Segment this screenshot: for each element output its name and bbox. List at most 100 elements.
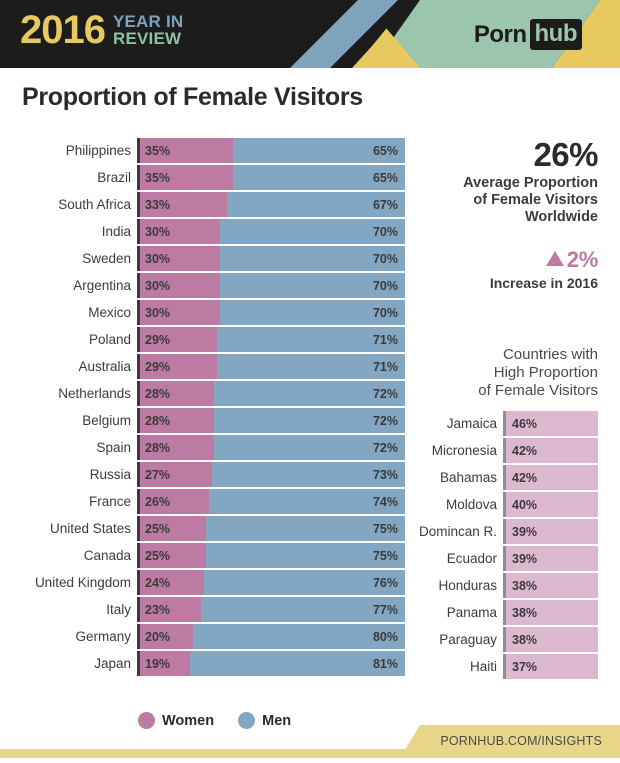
- side-row-value: 46%: [512, 416, 538, 431]
- chart-row-label: Argentina: [73, 278, 131, 293]
- bar-segment-men: 76%: [203, 570, 405, 595]
- female-visitors-bar-chart: Philippines 35% 65% Brazil 35% 65% South Afric…: [0, 138, 410, 678]
- chart-row: United Kingdom 24% 76%: [0, 570, 410, 595]
- chart-row-bars: 35% 65%: [137, 138, 405, 163]
- bar-segment-men: 72%: [214, 408, 405, 433]
- chart-row-bars: 27% 73%: [137, 462, 405, 487]
- bar-value-women: 19%: [145, 656, 171, 671]
- bar-value-women: 33%: [145, 197, 171, 212]
- average-caption-line-3: Worldwide: [524, 209, 598, 225]
- side-row-label: Domincan R.: [418, 524, 497, 539]
- side-row-label: Moldova: [445, 497, 497, 512]
- side-heading-line-2: High Proportion: [493, 364, 598, 381]
- bar-segment-women: 28%: [140, 408, 215, 433]
- legend-item-women[interactable]: Women: [138, 712, 214, 729]
- header-year-in-review: YEAR IN REVIEW: [113, 13, 183, 50]
- bar-segment-men: 80%: [193, 624, 405, 649]
- header-year-in-text: YEAR IN: [112, 12, 184, 31]
- chart-row: Mexico 30% 70%: [0, 300, 410, 325]
- chart-row-bars: 23% 77%: [137, 597, 405, 622]
- side-list-row: Domincan R. 39%: [418, 519, 598, 544]
- bar-value-women: 25%: [145, 548, 171, 563]
- pornhub-logo[interactable]: Porn hub: [474, 19, 582, 50]
- chart-row: Sweden 30% 70%: [0, 246, 410, 271]
- logo-porn-text: Porn: [473, 20, 527, 48]
- side-row-label: Panama: [446, 605, 497, 620]
- average-caption-line-2: of Female Visitors: [473, 192, 598, 208]
- bar-segment-men: 77%: [200, 597, 405, 622]
- increase-stat: 2%: [418, 248, 598, 272]
- bar-segment-women: 28%: [140, 381, 215, 406]
- bar-segment-women: 30%: [140, 246, 220, 271]
- side-row-value: 39%: [512, 524, 538, 539]
- chart-row: India 30% 70%: [0, 219, 410, 244]
- bar-value-men: 70%: [372, 305, 398, 320]
- chart-row-label: Japan: [94, 656, 131, 671]
- bar-segment-women: 35%: [140, 138, 233, 163]
- average-percent-value: 26%: [533, 136, 598, 173]
- chart-row: Italy 23% 77%: [0, 597, 410, 622]
- bar-segment-men: 70%: [219, 300, 405, 325]
- side-row-bar: 42%: [503, 465, 598, 490]
- bar-segment-men: 72%: [214, 381, 405, 406]
- chart-row: Japan 19% 81%: [0, 651, 410, 676]
- legend-dot-icon: [238, 712, 256, 729]
- side-row-bar: 38%: [503, 600, 598, 625]
- chart-row-bars: 30% 70%: [137, 219, 405, 244]
- side-list-row: Bahamas 42%: [418, 465, 598, 490]
- legend-dot-icon: [138, 712, 155, 729]
- chart-row-bars: 30% 70%: [137, 246, 405, 271]
- side-row-label: Ecuador: [446, 551, 497, 566]
- side-list-row: Paraguay 38%: [418, 627, 598, 652]
- bar-segment-women: 25%: [140, 543, 207, 568]
- chart-row: United States 25% 75%: [0, 516, 410, 541]
- bar-value-women: 24%: [145, 575, 171, 590]
- chart-row-bars: 20% 80%: [137, 624, 405, 649]
- chart-row: Canada 25% 75%: [0, 543, 410, 568]
- footer-url[interactable]: PORNHUB.COM/INSIGHTS: [440, 734, 602, 748]
- bar-segment-men: 67%: [227, 192, 405, 217]
- bar-segment-women: 24%: [140, 570, 204, 595]
- chart-row-label: United Kingdom: [34, 575, 131, 590]
- bar-segment-women: 23%: [140, 597, 201, 622]
- bar-value-men: 65%: [372, 170, 398, 185]
- bar-segment-women: 30%: [140, 219, 220, 244]
- side-row-bar: 39%: [503, 519, 598, 544]
- bar-value-women: 20%: [145, 629, 171, 644]
- chart-row-bars: 28% 72%: [137, 408, 405, 433]
- chart-row-label: Philippines: [65, 143, 131, 158]
- bar-segment-women: 28%: [140, 435, 215, 460]
- bar-segment-women: 30%: [140, 273, 220, 298]
- chart-row-bars: 26% 74%: [137, 489, 405, 514]
- side-row-value: 42%: [512, 470, 538, 485]
- side-row-label: Bahamas: [439, 470, 497, 485]
- bar-segment-women: 20%: [140, 624, 193, 649]
- bar-segment-men: 75%: [206, 516, 405, 541]
- chart-row-label: Netherlands: [58, 386, 131, 401]
- bar-value-women: 23%: [145, 602, 171, 617]
- side-row-value: 37%: [512, 659, 538, 674]
- bar-value-men: 72%: [372, 440, 398, 455]
- triangle-up-icon: [545, 251, 564, 266]
- chart-row-label: South Africa: [58, 197, 131, 212]
- bar-segment-women: 29%: [140, 327, 217, 352]
- chart-row-label: Spain: [96, 440, 131, 455]
- side-row-label: Micronesia: [431, 443, 497, 458]
- chart-row-label: Mexico: [88, 305, 131, 320]
- side-row-value: 38%: [512, 578, 538, 593]
- bar-value-men: 72%: [372, 386, 398, 401]
- side-list-row: Honduras 38%: [418, 573, 598, 598]
- bar-value-men: 75%: [372, 548, 398, 563]
- legend-item-men[interactable]: Men: [238, 712, 291, 729]
- chart-row-bars: 28% 72%: [137, 381, 405, 406]
- bar-value-men: 77%: [372, 602, 398, 617]
- chart-row-label: Russia: [89, 467, 131, 482]
- side-row-label: Jamaica: [446, 416, 497, 431]
- header-review-text: REVIEW: [112, 29, 182, 48]
- side-row-value: 38%: [512, 632, 538, 647]
- chart-row-bars: 30% 70%: [137, 300, 405, 325]
- bar-value-men: 72%: [372, 413, 398, 428]
- bar-value-men: 65%: [372, 143, 398, 158]
- bar-segment-women: 29%: [140, 354, 217, 379]
- header-year: 2016: [20, 8, 106, 52]
